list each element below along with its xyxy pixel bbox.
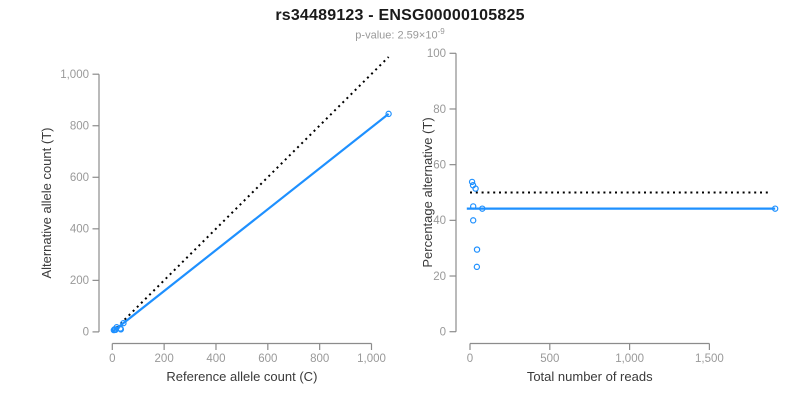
y-tick-label: 400 — [70, 224, 89, 236]
x-axis-title: Total number of reads — [527, 369, 653, 384]
data-point — [469, 203, 477, 210]
y-tick-label: 40 — [433, 215, 446, 227]
x-tick-label: 0 — [467, 353, 473, 365]
data-points — [110, 110, 392, 334]
data-point — [117, 326, 125, 333]
data-point — [468, 178, 476, 186]
y-tick-label: 0 — [440, 327, 446, 339]
y-tick-label: 600 — [70, 172, 89, 184]
y-tick-label: 80 — [433, 104, 446, 116]
y-tick-label: 60 — [433, 159, 446, 171]
figure-header: rs34489123 - ENSG00000105825 p-value: 2.… — [0, 0, 800, 42]
x-axis: 0 200 400 600 800 1,000 — [109, 342, 386, 365]
y-tick-label: 1,000 — [60, 69, 89, 81]
x-tick-label: 400 — [206, 353, 225, 365]
y-tick-label: 200 — [70, 275, 89, 287]
x-tick-label: 200 — [155, 353, 174, 365]
data-points — [468, 178, 779, 271]
identity-line — [111, 56, 390, 333]
y-tick-label: 100 — [427, 48, 446, 60]
data-point — [473, 263, 481, 271]
data-point — [469, 217, 477, 224]
x-axis: 0 500 1,000 1,500 — [467, 342, 724, 365]
x-tick-label: 500 — [540, 353, 559, 365]
figure-title: rs34489123 - ENSG00000105825 — [275, 7, 525, 24]
y-tick-label: 20 — [433, 271, 446, 283]
y-axis-title: Alternative allele count (T) — [39, 128, 54, 279]
allele-counts-scatter: 0 200 400 600 800 1,000 0 200 400 600 800 1,000 Refe… — [39, 56, 392, 384]
y-axis: 0 200 400 600 800 1,000 — [60, 69, 100, 339]
y-axis-title: Percentage alternative (T) — [420, 117, 435, 267]
y-tick-label: 0 — [83, 327, 89, 339]
data-point — [771, 205, 779, 212]
x-axis-title: Reference allele count (C) — [166, 369, 317, 384]
x-tick-label: 1,500 — [695, 353, 724, 365]
x-tick-label: 1,000 — [615, 353, 644, 365]
pvalue-subtitle: p-value: 2.59×10-9 — [0, 27, 800, 42]
data-point — [472, 185, 479, 192]
pvalue-exponent: -9 — [437, 27, 445, 36]
percentage-vs-reads-scatter: 0 20 40 60 80 100 0 500 1,000 1,500 Total number o… — [420, 48, 779, 384]
data-point — [479, 205, 486, 212]
y-tick-label: 800 — [70, 121, 89, 133]
x-tick-label: 600 — [258, 353, 277, 365]
data-point — [473, 246, 481, 253]
data-point — [120, 319, 127, 327]
x-tick-label: 800 — [310, 353, 329, 365]
fit-line — [111, 113, 390, 333]
x-tick-label: 0 — [109, 353, 115, 365]
y-axis: 0 20 40 60 80 100 — [427, 48, 457, 339]
data-point — [385, 110, 392, 118]
x-tick-label: 1,000 — [357, 353, 386, 365]
pvalue-text: p-value: 2.59×10 — [355, 29, 438, 42]
